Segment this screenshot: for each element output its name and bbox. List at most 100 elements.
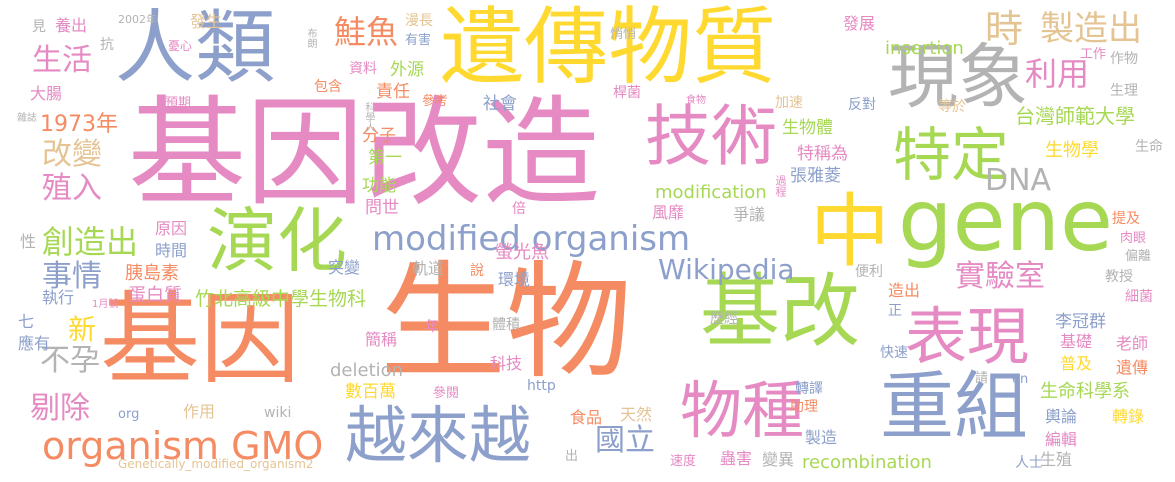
word-xijun: 細菌 [1125,289,1153,305]
word-xing: 性 [20,232,37,251]
word-1973: 1973年 [40,112,118,137]
word-fengmi: 風靡 [652,203,685,222]
word-wikipedia: Wikipedia [658,253,795,286]
word-shi: 時 [985,7,1024,51]
word-ziliao: 資料 [349,61,377,77]
word-xin: 新 [68,313,97,346]
word-guocheng: 過程 [774,175,787,197]
word-shehui: 社會 [483,94,517,114]
word-jiaoshou: 教授 [1105,269,1133,285]
word-yingguangyu: 螢光魚 [495,242,549,263]
word-en: en [1012,372,1029,387]
word-zhizaochu: 製造出 [1040,9,1142,49]
word-insertion: insertion [885,38,964,59]
word-kuaisu: 快速 [880,345,908,361]
word-shengli: 生理 [1110,83,1138,99]
word-keji: 科技 [490,354,523,373]
word-yangchu: 養出 [55,16,88,35]
word-xianxiang: 現象 [888,36,1028,118]
word-fasheng: 發生 [190,12,223,31]
word-zeren: 責任 [376,82,410,102]
word-yidaosu: 胰島素 [125,263,179,284]
word-jian: 見 [32,19,46,35]
word-fandui: 反對 [848,97,876,113]
word-lijing: 歷經 [710,311,738,327]
word-buyun: 不孕 [40,343,100,378]
word-dachang: 大腸 [30,84,63,103]
word-guidao: 軌道 [412,259,445,278]
word-yanhua: 演化 [207,200,347,282]
word-nian: 年 [425,319,439,335]
word-canyue: 參閱 [433,386,460,401]
word-shipin: 食品 [570,408,603,427]
word-jigai: 基改 [700,265,860,358]
word-shiyanshi: 實驗室 [955,259,1045,294]
word-recombination: recombination [802,452,932,473]
word-guoli: 國立 [595,423,655,458]
word-shengwuxue: 生物學 [1045,140,1099,161]
word-zuowu: 作物 [1110,51,1138,67]
word-jishu: 技術 [645,98,777,175]
word-shengming: 生命 [1135,139,1163,155]
word-jichu: 基礎 [1060,332,1093,351]
word-diyi: 第一 [368,148,402,168]
word-1yuehao: 1月號 [92,299,119,310]
word-ganjun: 桿菌 [613,85,641,101]
word-liguanqun: 李冠群 [1055,312,1106,332]
word-sudu: 速度 [670,454,697,469]
word-tianran: 天然 [620,405,653,424]
word-shiwu: 食物 [686,95,706,106]
word-gene: gene [898,171,1113,271]
word-zhengyi: 爭議 [733,205,766,224]
word-bulang: 布朗 [305,28,316,48]
word-dengyu: 等於 [938,99,966,115]
word-gongzuo: 工作 [1080,47,1107,62]
word-bei: 倍 [512,201,526,217]
word-tiji: 提及 [1112,211,1140,227]
word-2002: 2002年 [118,13,157,26]
word-gongneng: 功能 [362,176,396,196]
word-chonghai: 蟲害 [720,449,753,468]
word-pianli: 偏離 [1125,249,1152,264]
word-qi: 七 [18,312,35,331]
word-shengzhi: 生殖 [1040,450,1073,469]
word-puji: 普及 [1060,354,1093,373]
word-jiyingaizao: 基因改造 [128,84,601,222]
word-taishida: 台灣師範大學 [1015,104,1135,128]
word-organism-gmo: organism GMO [42,424,324,468]
word-jiancheng: 簡稱 [365,330,398,349]
word-kexueren: 科學人 [363,102,374,132]
word-yichuan: 遺傳 [1116,358,1149,377]
word-youxin: 憂心 [168,39,193,53]
word-zazhi: 雜誌 [17,113,37,124]
word-zhuli: 助理 [790,399,818,415]
word-laoshi: 老師 [1116,334,1149,353]
word-biaoxian: 表現 [905,300,1030,373]
word-kang: 抗 [100,37,114,53]
word-huanjing: 環境 [498,270,531,289]
word-fenzi: 分子 [362,126,396,146]
word-zheng: 正 [888,303,902,319]
word-liyong: 利用 [1025,55,1090,93]
word-shuo: 說 [470,263,484,279]
word-zhong: 中 [810,185,890,278]
word-shengwu: 生物 [380,249,632,396]
word-modified-organism: modified organism [372,219,691,259]
word-waiyuan: 外源 [390,60,424,80]
word-zhiru: 殖入 [42,171,102,206]
word-zuoyong: 作用 [183,402,216,421]
word-cankao: 參考 [422,94,449,109]
word-fazhan: 發展 [843,14,876,33]
word-yulun: 輿論 [1045,407,1078,426]
word-genetically-modified-organism2: Genetically_modified_organism2 [118,457,314,471]
word-wuzhong: 物種 [680,374,805,447]
word-bianji: 編輯 [1045,430,1078,449]
word-zhuanyi: 轉譯 [795,381,823,397]
word-tubian: 突變 [328,258,361,277]
word-danbaizhi: 蛋白質 [128,285,182,306]
word-shijian: 時間 [155,241,188,260]
word-gaibian: 改變 [42,137,102,172]
word-wenshi: 問世 [365,198,399,218]
word-renlei: 人類 [115,1,275,94]
